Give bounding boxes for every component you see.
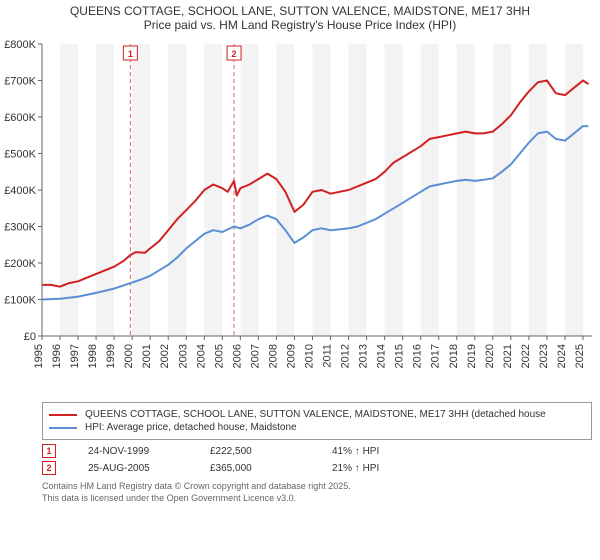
legend-label: QUEENS COTTAGE, SCHOOL LANE, SUTTON VALE… <box>85 409 546 420</box>
svg-text:1998: 1998 <box>87 344 99 368</box>
svg-text:£0: £0 <box>24 331 36 343</box>
svg-text:2004: 2004 <box>195 344 207 368</box>
svg-text:1997: 1997 <box>69 344 81 368</box>
svg-text:2023: 2023 <box>538 344 550 368</box>
svg-text:2011: 2011 <box>322 344 334 368</box>
svg-text:£700K: £700K <box>4 76 36 88</box>
svg-text:£800K: £800K <box>4 39 36 51</box>
data-attribution: Contains HM Land Registry data © Crown c… <box>42 481 592 504</box>
svg-text:£400K: £400K <box>4 185 36 197</box>
svg-text:2021: 2021 <box>502 344 514 368</box>
chart-area: £0 £100K £200K £300K £400K £500K £600K £700K £80… <box>0 36 600 396</box>
sale-row: 2 25-AUG-2005 £365,000 21% ↑ HPI <box>42 461 592 475</box>
legend-swatch <box>49 414 77 416</box>
svg-text:2006: 2006 <box>231 344 243 368</box>
svg-text:£200K: £200K <box>4 258 36 270</box>
sale-price: £365,000 <box>210 463 300 474</box>
svg-text:2007: 2007 <box>249 344 261 368</box>
svg-text:2020: 2020 <box>484 344 496 368</box>
svg-text:2018: 2018 <box>448 344 460 368</box>
sale-hpi-delta: 21% ↑ HPI <box>332 463 379 474</box>
svg-text:2002: 2002 <box>159 344 171 368</box>
sale-date: 25-AUG-2005 <box>88 463 178 474</box>
chart-title-line1: QUEENS COTTAGE, SCHOOL LANE, SUTTON VALE… <box>0 0 600 18</box>
legend: QUEENS COTTAGE, SCHOOL LANE, SUTTON VALE… <box>42 402 592 440</box>
svg-text:2024: 2024 <box>556 344 568 368</box>
svg-text:2008: 2008 <box>267 344 279 368</box>
svg-text:2003: 2003 <box>177 344 189 368</box>
svg-text:2005: 2005 <box>213 344 225 368</box>
line-chart-svg: £0 £100K £200K £300K £400K £500K £600K £700K £80… <box>0 36 600 396</box>
svg-text:1996: 1996 <box>51 344 63 368</box>
legend-label: HPI: Average price, detached house, Maid… <box>85 422 297 433</box>
svg-text:2: 2 <box>232 49 237 59</box>
svg-text:£300K: £300K <box>4 222 36 234</box>
legend-swatch <box>49 427 77 429</box>
sale-row: 1 24-NOV-1999 £222,500 41% ↑ HPI <box>42 444 592 458</box>
sale-marker: 1 <box>42 444 56 458</box>
svg-text:2019: 2019 <box>466 344 478 368</box>
svg-text:2012: 2012 <box>340 344 352 368</box>
svg-text:2016: 2016 <box>412 344 424 368</box>
footer-line2: This data is licensed under the Open Gov… <box>42 493 592 505</box>
legend-item: HPI: Average price, detached house, Maid… <box>49 422 585 433</box>
footer-line1: Contains HM Land Registry data © Crown c… <box>42 481 592 493</box>
svg-text:£600K: £600K <box>4 112 36 124</box>
svg-text:£100K: £100K <box>4 295 36 307</box>
legend-item: QUEENS COTTAGE, SCHOOL LANE, SUTTON VALE… <box>49 409 585 420</box>
sale-price: £222,500 <box>210 446 300 457</box>
sale-hpi-delta: 41% ↑ HPI <box>332 446 379 457</box>
sale-marker: 2 <box>42 461 56 475</box>
svg-text:2025: 2025 <box>574 344 586 368</box>
svg-text:1: 1 <box>128 49 133 59</box>
svg-text:2014: 2014 <box>376 344 388 368</box>
svg-text:2009: 2009 <box>285 344 297 368</box>
svg-text:1999: 1999 <box>105 344 117 368</box>
svg-text:2010: 2010 <box>303 344 315 368</box>
svg-text:2000: 2000 <box>123 344 135 368</box>
svg-text:£500K: £500K <box>4 149 36 161</box>
chart-title-line2: Price paid vs. HM Land Registry's House … <box>0 18 600 36</box>
svg-text:2022: 2022 <box>520 344 532 368</box>
svg-text:1995: 1995 <box>33 344 45 368</box>
svg-text:2013: 2013 <box>358 344 370 368</box>
svg-text:2001: 2001 <box>141 344 153 368</box>
svg-text:2017: 2017 <box>430 344 442 368</box>
sales-table: 1 24-NOV-1999 £222,500 41% ↑ HPI 2 25-AUG-200… <box>0 444 600 475</box>
svg-text:2015: 2015 <box>394 344 406 368</box>
sale-date: 24-NOV-1999 <box>88 446 178 457</box>
